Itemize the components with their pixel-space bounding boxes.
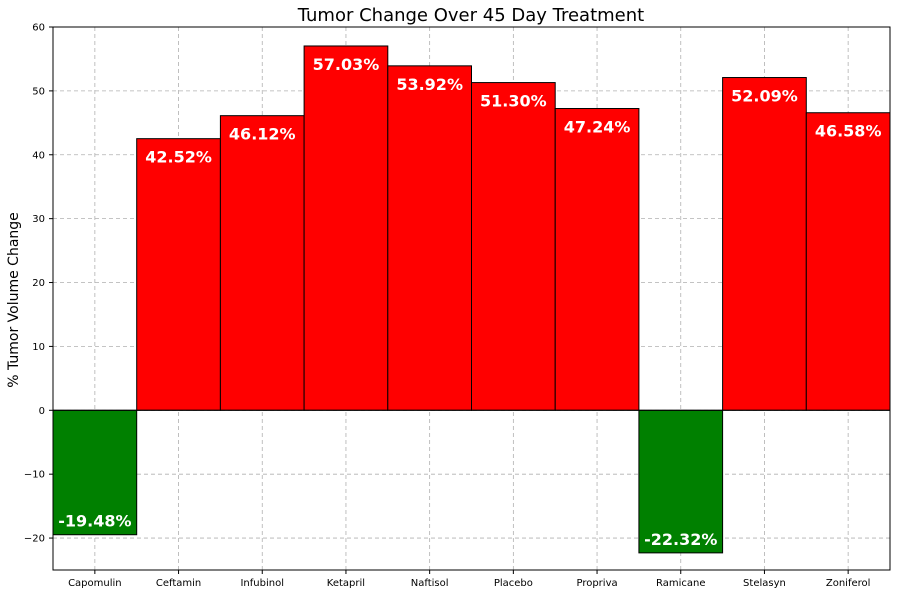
data-label: 57.03% (313, 55, 380, 74)
x-ticks: Capomulin Ceftamin Infubinol Ketapril Naftis… (68, 570, 870, 589)
data-label: 42.52% (145, 148, 212, 167)
y-tick-label: −10 (24, 470, 45, 481)
bar (471, 82, 556, 411)
y-axis-label: % Tumor Volume Change (6, 212, 22, 388)
data-label: -19.48% (58, 512, 131, 531)
x-tick-label: Ketapril (327, 578, 365, 589)
bar (638, 409, 724, 554)
plot-frame (52, 26, 891, 571)
data-label: 53.92% (396, 75, 463, 94)
chart-title: Tumor Change Over 45 Day Treatment (297, 5, 644, 26)
x-tick-label: Zoniferol (826, 578, 871, 589)
data-label: 51.30% (480, 92, 547, 111)
y-tick-label: −20 (24, 534, 45, 545)
bar (303, 45, 389, 411)
x-tick-label: Infubinol (240, 578, 284, 589)
bars (52, 45, 891, 554)
data-label: -22.32% (644, 530, 717, 549)
bar (805, 112, 891, 411)
x-tick-label: Ceftamin (156, 578, 201, 589)
bar (387, 65, 472, 411)
y-ticks: −20 −10 0 10 20 30 40 50 60 (24, 23, 53, 545)
data-labels: -19.48% 42.52% 46.12% 57.03% 53.92% 51.30% 47.… (58, 55, 881, 549)
x-tick-label: Propriva (576, 578, 617, 589)
y-tick-label: 40 (32, 150, 45, 161)
x-tick-label: Capomulin (68, 578, 122, 589)
data-label: 52.09% (731, 87, 798, 106)
data-label: 46.58% (815, 122, 882, 141)
y-tick-label: 30 (32, 214, 45, 225)
x-tick-label: Stelasyn (743, 578, 786, 589)
y-tick-label: 20 (32, 278, 45, 289)
y-tick-label: 0 (39, 406, 45, 417)
bar (722, 77, 807, 411)
bar (52, 409, 138, 536)
x-tick-label: Naftisol (411, 578, 449, 589)
bar (219, 115, 305, 411)
data-label: 47.24% (564, 118, 631, 137)
x-tick-label: Ramicane (656, 578, 706, 589)
bar (554, 108, 640, 411)
x-tick-label: Placebo (494, 578, 533, 589)
y-tick-label: 10 (32, 342, 45, 353)
bar (136, 138, 221, 411)
data-label: 46.12% (229, 125, 296, 144)
y-tick-label: 50 (32, 86, 45, 97)
y-tick-label: 60 (32, 23, 45, 34)
